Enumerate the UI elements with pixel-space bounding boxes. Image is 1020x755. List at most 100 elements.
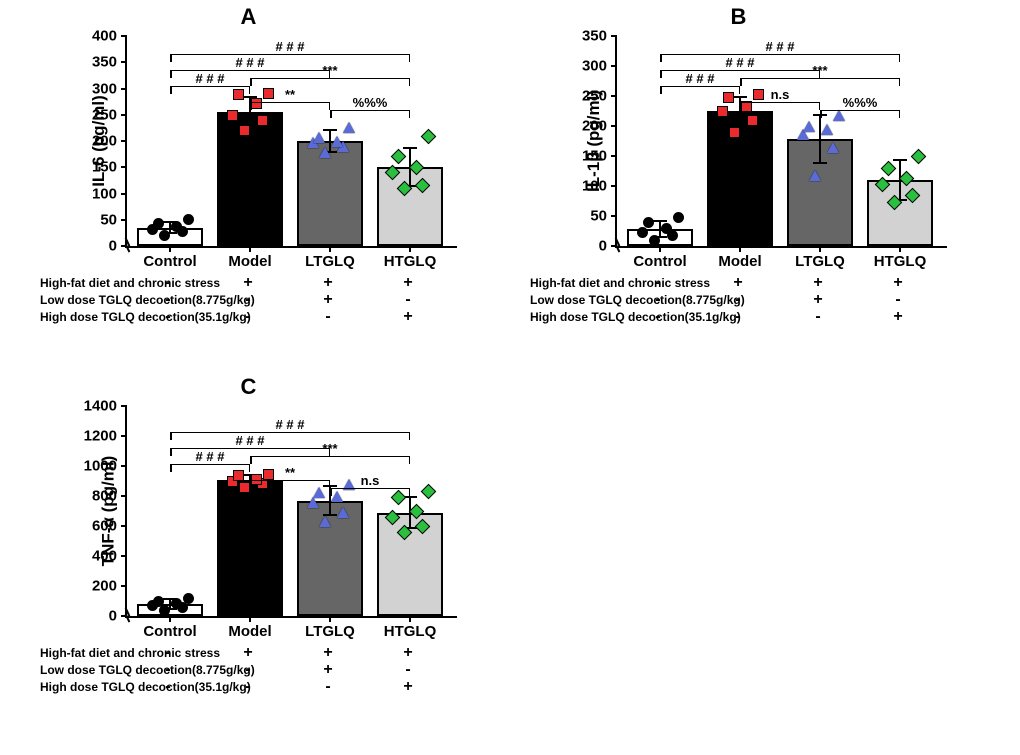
x-tick-label: HTGLQ bbox=[384, 246, 437, 270]
bar-group bbox=[377, 36, 443, 246]
data-point bbox=[723, 92, 734, 103]
data-point bbox=[257, 115, 268, 126]
y-axis-label: TNF-α (pg/ml) bbox=[98, 456, 118, 567]
x-tick-label: LTGLQ bbox=[305, 616, 355, 640]
treatment-cell: + bbox=[323, 291, 332, 309]
significance-bracket bbox=[170, 86, 250, 87]
significance-bracket bbox=[820, 110, 900, 111]
significance-bracket bbox=[250, 102, 330, 103]
significance-label: n.s bbox=[361, 473, 380, 488]
data-point bbox=[821, 124, 833, 135]
treatment-row-label: High dose TGLQ decoction(35.1g/kg) bbox=[40, 680, 251, 694]
treatment-cell: + bbox=[243, 274, 252, 292]
y-tick-label: 50 bbox=[100, 211, 127, 228]
data-point bbox=[263, 469, 274, 480]
data-point bbox=[390, 149, 406, 165]
treatment-row-label: High-fat diet and chronic stress bbox=[530, 276, 710, 290]
data-point bbox=[827, 142, 839, 153]
treatment-cell: - bbox=[735, 291, 740, 309]
treatment-cell: - bbox=[655, 274, 660, 292]
treatment-cell: + bbox=[323, 274, 332, 292]
data-point bbox=[233, 89, 244, 100]
treatment-cell: - bbox=[405, 291, 410, 309]
significance-bracket bbox=[660, 70, 820, 71]
data-point bbox=[420, 129, 436, 145]
significance-bracket bbox=[660, 86, 740, 87]
significance-bracket bbox=[170, 54, 410, 55]
y-axis-label: IL-6 (pg/ml) bbox=[89, 95, 109, 187]
data-point bbox=[171, 221, 182, 232]
data-point bbox=[729, 127, 740, 138]
y-tick-label: 100 bbox=[92, 185, 127, 202]
treatment-cell: - bbox=[325, 678, 330, 696]
treatment-cell: - bbox=[165, 308, 170, 326]
significance-bracket bbox=[170, 448, 330, 449]
y-tick-label: 300 bbox=[582, 58, 617, 75]
error-bar bbox=[819, 114, 821, 164]
bar bbox=[217, 480, 283, 616]
x-tick-label: Model bbox=[228, 246, 271, 270]
y-tick-label: 0 bbox=[599, 238, 617, 255]
panel-b: B050100150200250300350ControlModelLTGLQH… bbox=[530, 0, 1000, 340]
data-point bbox=[753, 89, 764, 100]
x-tick-label: Control bbox=[143, 616, 196, 640]
treatment-cell: - bbox=[735, 308, 740, 326]
significance-label: # # # bbox=[686, 71, 715, 86]
significance-label: %%% bbox=[353, 95, 388, 110]
significance-label: # # # bbox=[236, 433, 265, 448]
significance-label: *** bbox=[322, 441, 337, 456]
x-tick-label: HTGLQ bbox=[384, 616, 437, 640]
treatment-cell: + bbox=[893, 308, 902, 326]
treatment-cell: + bbox=[403, 274, 412, 292]
plot-area: 050100150200250300350400ControlModelLTGL… bbox=[125, 36, 457, 248]
plot-area: 050100150200250300350ControlModelLTGLQHT… bbox=[615, 36, 947, 248]
treatment-cell: - bbox=[245, 678, 250, 696]
data-point bbox=[880, 160, 896, 176]
y-tick-label: 0 bbox=[109, 608, 127, 625]
treatment-cell: + bbox=[403, 308, 412, 326]
significance-bracket bbox=[170, 70, 330, 71]
data-point bbox=[747, 115, 758, 126]
treatment-cell: + bbox=[813, 291, 822, 309]
y-tick-label: 400 bbox=[92, 28, 127, 45]
y-tick-label: 50 bbox=[590, 208, 617, 225]
data-point bbox=[910, 148, 926, 164]
panel-a: A050100150200250300350400ControlModelLTG… bbox=[40, 0, 510, 340]
significance-bracket bbox=[170, 432, 410, 433]
treatment-cell: - bbox=[895, 291, 900, 309]
treatment-cell: - bbox=[245, 661, 250, 679]
treatment-cell: - bbox=[815, 308, 820, 326]
x-tick-label: LTGLQ bbox=[795, 246, 845, 270]
data-point bbox=[343, 122, 355, 133]
significance-bracket bbox=[330, 110, 410, 111]
significance-bracket bbox=[740, 102, 820, 103]
y-tick-label: 350 bbox=[92, 54, 127, 71]
x-tick-label: Model bbox=[718, 246, 761, 270]
bar bbox=[707, 111, 773, 246]
significance-label: # # # bbox=[196, 71, 225, 86]
plot-area: 0200400600800100012001400ControlModelLTG… bbox=[125, 406, 457, 618]
x-tick-label: HTGLQ bbox=[874, 246, 927, 270]
treatment-row-label: Low dose TGLQ decoction(8.775g/kg) bbox=[530, 293, 745, 307]
significance-label: # # # bbox=[196, 449, 225, 464]
treatment-cell: - bbox=[405, 661, 410, 679]
panel-label: C bbox=[241, 374, 257, 400]
significance-label: ** bbox=[285, 87, 295, 102]
data-point bbox=[673, 212, 684, 223]
data-point bbox=[183, 214, 194, 225]
significance-bracket bbox=[250, 78, 410, 79]
treatment-cell: + bbox=[733, 274, 742, 292]
treatment-cell: - bbox=[655, 291, 660, 309]
treatment-cell: - bbox=[165, 644, 170, 662]
treatment-cell: - bbox=[245, 291, 250, 309]
bar-group bbox=[627, 36, 693, 246]
significance-bracket bbox=[250, 456, 410, 457]
data-point bbox=[661, 223, 672, 234]
x-tick-label: Control bbox=[633, 246, 686, 270]
significance-label: # # # bbox=[236, 55, 265, 70]
treatment-cell: - bbox=[165, 661, 170, 679]
y-tick-label: 200 bbox=[92, 578, 127, 595]
data-point bbox=[319, 516, 331, 527]
treatment-row-label: High dose TGLQ decoction(35.1g/kg) bbox=[40, 310, 251, 324]
panel-c: C 0200400600800100012001400ControlModelLT… bbox=[40, 370, 510, 750]
